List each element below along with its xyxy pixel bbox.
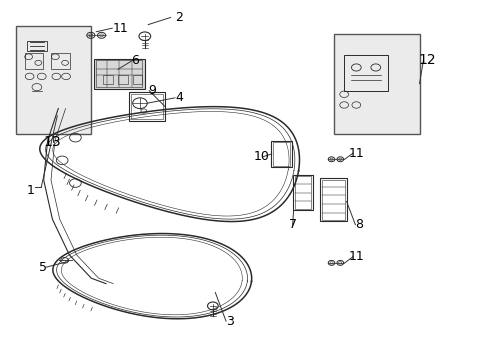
Bar xyxy=(27,41,46,51)
Bar xyxy=(273,142,289,166)
Bar xyxy=(321,180,344,220)
Bar xyxy=(334,33,419,134)
Bar xyxy=(25,53,43,69)
Text: 13: 13 xyxy=(43,135,61,149)
Bar xyxy=(96,60,142,87)
Bar xyxy=(132,75,142,84)
Text: 11: 11 xyxy=(112,22,128,35)
Bar xyxy=(16,26,91,134)
Bar xyxy=(103,75,113,84)
Text: 5: 5 xyxy=(39,261,47,274)
Bar xyxy=(294,176,310,209)
Text: 3: 3 xyxy=(225,315,233,328)
Bar xyxy=(271,141,291,167)
Bar xyxy=(319,178,346,221)
Text: 12: 12 xyxy=(417,53,435,67)
Text: 11: 11 xyxy=(348,147,364,160)
Bar xyxy=(128,93,165,121)
Bar xyxy=(131,94,163,119)
Bar xyxy=(94,59,144,89)
Bar xyxy=(344,55,387,91)
Bar xyxy=(292,175,312,210)
Text: 2: 2 xyxy=(175,11,183,24)
Text: 7: 7 xyxy=(288,218,297,231)
Bar xyxy=(51,53,70,69)
Text: 10: 10 xyxy=(253,150,269,163)
Text: 8: 8 xyxy=(354,218,362,231)
Text: 6: 6 xyxy=(131,54,139,67)
Text: 9: 9 xyxy=(148,84,156,97)
Bar xyxy=(118,75,127,84)
Text: 11: 11 xyxy=(348,250,364,263)
Text: 1: 1 xyxy=(26,184,35,197)
Text: 4: 4 xyxy=(175,91,183,104)
